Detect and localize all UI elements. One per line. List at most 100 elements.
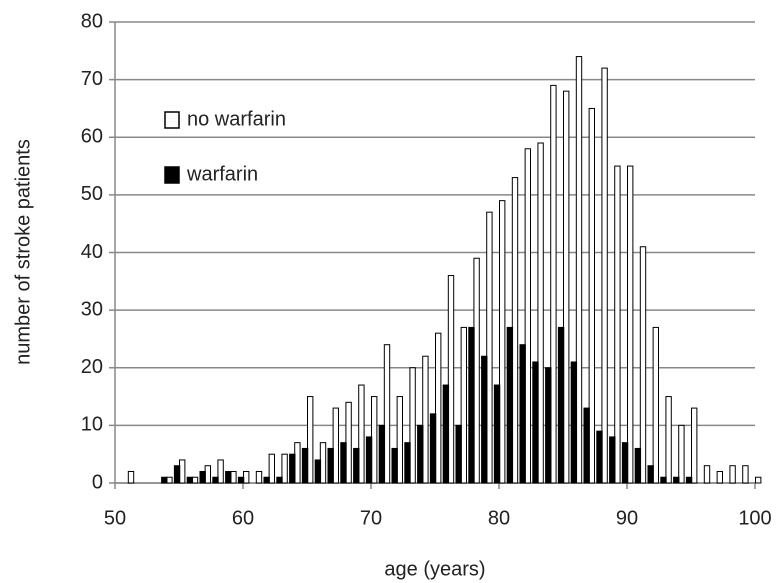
bar bbox=[511, 177, 519, 484]
bar bbox=[614, 165, 621, 484]
bar bbox=[404, 442, 411, 484]
bar bbox=[230, 470, 237, 484]
bar bbox=[519, 344, 526, 484]
legend-swatch bbox=[164, 166, 180, 184]
legend-label: no warfarin bbox=[187, 108, 286, 130]
y-tick-label: 20 bbox=[81, 356, 103, 378]
bar bbox=[429, 413, 437, 484]
bar bbox=[327, 447, 334, 484]
bar bbox=[634, 447, 642, 484]
bar bbox=[506, 326, 514, 484]
bar bbox=[383, 344, 391, 484]
bar bbox=[173, 465, 181, 484]
bar bbox=[358, 384, 365, 484]
bar bbox=[647, 465, 654, 484]
bar bbox=[755, 476, 762, 484]
bar bbox=[524, 148, 531, 484]
bar bbox=[371, 396, 378, 484]
bar bbox=[332, 407, 339, 484]
x-axis-title: age (years) bbox=[384, 558, 485, 580]
bar bbox=[729, 465, 736, 484]
bar bbox=[499, 200, 506, 484]
bar bbox=[570, 361, 578, 484]
bar bbox=[703, 465, 711, 484]
y-tick-label: 10 bbox=[81, 414, 103, 436]
legend-label: warfarin bbox=[186, 163, 258, 185]
bar bbox=[742, 465, 749, 484]
bar bbox=[545, 367, 552, 484]
bar bbox=[281, 453, 288, 484]
x-tick-label: 50 bbox=[104, 507, 126, 529]
bar bbox=[481, 355, 488, 484]
bar bbox=[652, 326, 659, 484]
bar bbox=[186, 476, 194, 484]
bar bbox=[660, 476, 667, 484]
bar bbox=[460, 326, 467, 484]
bar bbox=[294, 442, 301, 484]
bar bbox=[691, 407, 698, 484]
x-tick-label: 90 bbox=[616, 507, 638, 529]
bar bbox=[166, 476, 173, 484]
bar bbox=[468, 326, 475, 484]
bar bbox=[685, 476, 693, 484]
bar bbox=[307, 396, 314, 484]
bar bbox=[442, 384, 450, 484]
bar bbox=[225, 470, 232, 484]
bar bbox=[191, 476, 199, 484]
bar bbox=[409, 367, 416, 484]
bar bbox=[345, 401, 352, 484]
bar bbox=[417, 424, 424, 484]
bar bbox=[422, 355, 429, 484]
bar bbox=[575, 56, 583, 484]
x-tick-label: 70 bbox=[360, 507, 382, 529]
bar bbox=[665, 396, 672, 484]
bar bbox=[365, 436, 373, 484]
y-tick-label: 30 bbox=[81, 298, 103, 320]
x-tick-label: 60 bbox=[232, 507, 254, 529]
bar bbox=[435, 332, 442, 484]
bar bbox=[243, 470, 250, 484]
bar bbox=[353, 447, 360, 484]
bar bbox=[319, 442, 327, 484]
bar bbox=[486, 211, 493, 484]
bar bbox=[563, 90, 570, 484]
bar bbox=[609, 436, 616, 484]
bar bbox=[289, 453, 296, 484]
x-tick-label: 100 bbox=[738, 507, 771, 529]
bar bbox=[532, 361, 539, 484]
bar bbox=[678, 424, 685, 484]
y-tick-label: 50 bbox=[81, 183, 103, 205]
bar bbox=[583, 407, 590, 484]
bar bbox=[314, 459, 322, 484]
bar bbox=[378, 424, 386, 484]
bar bbox=[447, 275, 455, 484]
y-axis-title: number of stroke patients bbox=[12, 139, 34, 365]
bar bbox=[557, 326, 565, 484]
bar bbox=[596, 430, 603, 484]
bar bbox=[396, 396, 403, 484]
bar bbox=[473, 257, 480, 484]
bar bbox=[301, 447, 309, 484]
bar bbox=[601, 67, 608, 484]
bar bbox=[340, 442, 347, 484]
bar bbox=[391, 447, 398, 484]
legend-swatch bbox=[164, 111, 180, 129]
bar bbox=[621, 442, 629, 484]
bar bbox=[255, 470, 263, 484]
y-tick-label: 80 bbox=[81, 10, 103, 32]
bar bbox=[263, 476, 270, 484]
bar bbox=[204, 465, 211, 484]
bar bbox=[237, 476, 245, 484]
bar bbox=[550, 84, 557, 484]
bar bbox=[179, 459, 186, 484]
bar bbox=[588, 107, 595, 484]
bar bbox=[639, 246, 647, 484]
bar bbox=[212, 476, 219, 484]
bar bbox=[627, 165, 634, 484]
y-tick-label: 70 bbox=[81, 68, 103, 90]
bar bbox=[276, 476, 283, 484]
bar bbox=[161, 476, 168, 484]
bar bbox=[199, 470, 206, 484]
bar bbox=[455, 424, 462, 484]
